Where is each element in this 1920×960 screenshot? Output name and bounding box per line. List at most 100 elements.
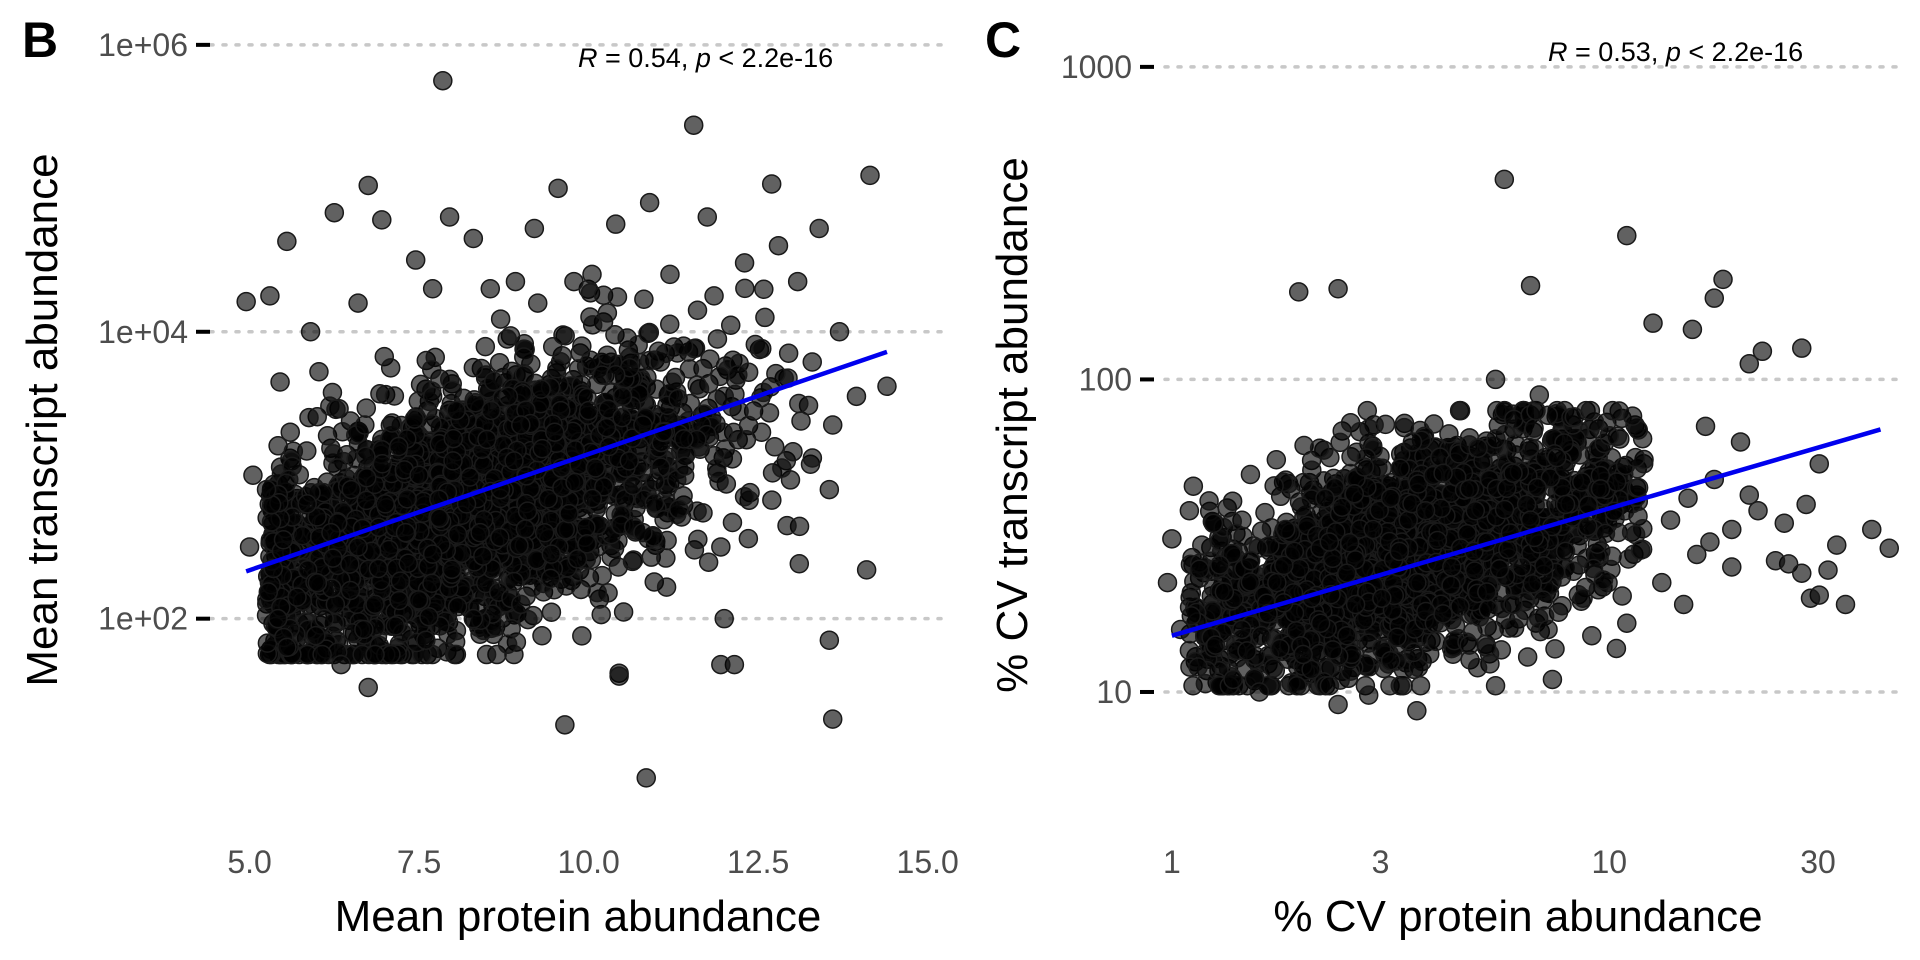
panel-b-point [582, 488, 603, 509]
panel-b-point [754, 279, 774, 300]
panel-b-point [564, 271, 584, 292]
panel-b-point [511, 594, 531, 615]
panel-b-point [470, 522, 490, 543]
panel-b-point [623, 475, 643, 496]
panel-c-point [1625, 447, 1646, 468]
panel-b-y-tick-label: 1e+02 [98, 601, 188, 637]
panel-b-point [354, 619, 374, 640]
panel-b-point [802, 448, 823, 468]
panel-c-point [1380, 488, 1401, 508]
panel-b-point [713, 422, 733, 442]
panel-b-point [772, 458, 792, 478]
panel-b-point [777, 515, 797, 536]
panel-c-point [1441, 575, 1461, 596]
panel-c-point [1433, 463, 1453, 483]
panel-b-point [735, 278, 755, 299]
panel-c-point [1450, 400, 1471, 421]
panel-b-point [673, 336, 694, 356]
panel-b-point [759, 403, 780, 423]
panel-b-point [638, 323, 658, 344]
panel-c-point [1291, 497, 1312, 517]
panel-c-point [1319, 675, 1340, 696]
panel-c-point [1504, 409, 1524, 430]
panel-c-point [1512, 557, 1532, 577]
panel-b-point [660, 264, 680, 285]
panel-b-point [809, 218, 829, 239]
panel-b-point [239, 537, 260, 557]
panel-c-point [1183, 476, 1204, 496]
panel-b-point [395, 522, 416, 543]
panel-c-point [1344, 483, 1365, 504]
panel-b-point [656, 577, 677, 597]
panel-c-point [1606, 472, 1627, 492]
panel-b-point [548, 178, 568, 199]
panel-c-point [1505, 434, 1526, 454]
panel-c-point [1359, 418, 1379, 439]
panel-b-point [273, 530, 294, 550]
panel-b-point [356, 490, 377, 511]
panel-c-point [1240, 572, 1261, 592]
panel-c-point [1372, 588, 1392, 608]
panel-c-point [1284, 541, 1305, 562]
panel-b-point [668, 499, 689, 520]
panel-b-point [498, 386, 519, 407]
panel-c-point [1402, 432, 1423, 452]
panel-b-point [522, 577, 543, 597]
panel-b-point [613, 602, 634, 622]
panel-b-x-tick-label: 15.0 [897, 844, 959, 880]
panel-b-point [766, 363, 786, 384]
panel-b-point [356, 467, 377, 488]
panel-c-point [1179, 500, 1200, 521]
panel-c-point [1357, 400, 1378, 421]
panel-c-point [1330, 432, 1350, 453]
panel-b-point [687, 300, 708, 320]
panel-c-point [1800, 588, 1821, 608]
panel-c-point [1465, 500, 1486, 521]
panel-b-point [856, 560, 877, 580]
panel-c-point [1322, 640, 1343, 660]
panel-c-point [1275, 519, 1296, 540]
panel-b-point [439, 207, 460, 227]
panel-c-point [1606, 638, 1627, 659]
panel-c-point [1345, 594, 1366, 615]
panel-b-y-axis-title: Mean transcript abundance [18, 153, 67, 686]
panel-c-point [1223, 669, 1243, 690]
panel-c-point [1526, 400, 1546, 421]
panel-b-point [752, 338, 772, 359]
panel-b-x-tick-label: 7.5 [397, 844, 441, 880]
panel-b-point [380, 358, 401, 378]
panel-b-point [645, 471, 665, 492]
panel-c-point [1704, 288, 1725, 308]
panel-b-p-label: p [695, 43, 711, 73]
panel-b-point [585, 458, 606, 478]
panel-b-point [480, 278, 501, 299]
panel-c-point [1251, 625, 1271, 646]
panel-c-point [1739, 354, 1760, 374]
panel-c-point [1577, 516, 1598, 537]
panel-b-point [447, 524, 468, 544]
panel-c-point [1205, 635, 1226, 655]
panel-c-tag: C [985, 12, 1021, 68]
panel-c-point [1288, 282, 1309, 302]
panel-b-point [256, 479, 277, 500]
panel-b-point [514, 347, 534, 367]
panel-b-point [390, 571, 411, 591]
panel-c-point [1468, 438, 1488, 458]
panel-b-point [419, 606, 439, 627]
panel-b-point [698, 552, 719, 572]
panel-b-point [397, 489, 417, 509]
panel-b-point [819, 479, 840, 500]
panel-b-point [481, 400, 501, 421]
panel-c-p-text: < 2.2e-16 [1681, 37, 1803, 67]
panel-b-point [484, 371, 504, 392]
panel-c-point [1796, 494, 1816, 515]
panel-c-point [1730, 432, 1751, 452]
panel-c-point [1612, 586, 1632, 606]
panel-b-x-tick-label: 5.0 [227, 844, 271, 880]
panel-b-point [623, 550, 644, 570]
panel-c-point [1264, 476, 1284, 496]
panel-c-point [1289, 558, 1310, 579]
panel-c-x-tick-label: 10 [1592, 844, 1628, 880]
panel-b-point [565, 472, 585, 493]
panel-b-point [277, 637, 297, 658]
